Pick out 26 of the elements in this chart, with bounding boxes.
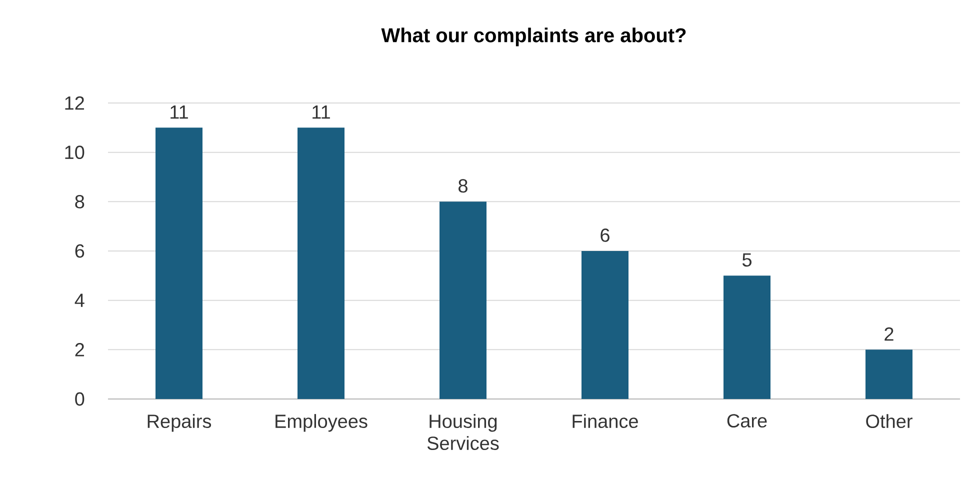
bar bbox=[865, 350, 912, 400]
data-label: 11 bbox=[170, 106, 188, 119]
data-label: 5 bbox=[742, 253, 752, 267]
bar bbox=[440, 202, 486, 400]
y-tick-label: 4 bbox=[74, 294, 84, 307]
x-tick-label: Employees bbox=[276, 414, 368, 432]
x-tick-label: Finance bbox=[572, 414, 638, 428]
data-label: 8 bbox=[458, 179, 468, 193]
x-tick-label: Repairs bbox=[148, 414, 212, 432]
y-tick-label: 6 bbox=[75, 244, 84, 258]
data-label: 11 bbox=[312, 106, 330, 119]
bar bbox=[723, 276, 770, 400]
y-tick-label: 2 bbox=[75, 343, 84, 356]
y-tick-label: 0 bbox=[75, 392, 84, 406]
bar bbox=[298, 128, 345, 400]
chart-title: What our complaints are about? bbox=[381, 28, 686, 46]
y-tick-label: 10 bbox=[65, 146, 84, 160]
x-tick-label: Other bbox=[866, 414, 912, 428]
data-label: 6 bbox=[600, 228, 610, 242]
x-tick-label: Care bbox=[727, 414, 767, 428]
y-tick-label: 12 bbox=[65, 96, 84, 110]
x-tick-label: Housing Services bbox=[427, 414, 499, 450]
bar bbox=[581, 251, 628, 400]
y-tick-label: 8 bbox=[75, 194, 84, 208]
bar bbox=[156, 128, 202, 400]
data-label: 2 bbox=[884, 327, 894, 341]
